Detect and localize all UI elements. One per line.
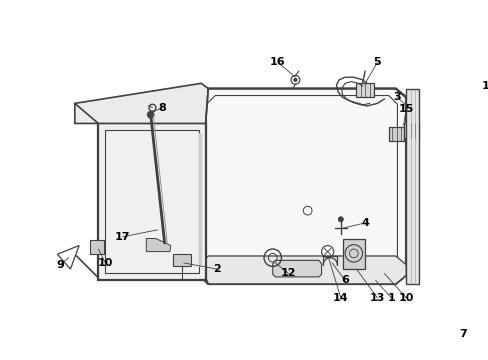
Polygon shape (406, 89, 418, 284)
Text: 13: 13 (369, 293, 385, 303)
Polygon shape (478, 108, 488, 123)
Text: 17: 17 (115, 232, 130, 242)
Circle shape (293, 78, 297, 82)
Text: 8: 8 (158, 103, 165, 113)
Text: 15: 15 (398, 104, 413, 114)
Polygon shape (89, 240, 103, 254)
Text: 6: 6 (341, 275, 348, 285)
Text: 5: 5 (373, 57, 381, 67)
Text: 7: 7 (458, 329, 466, 339)
Polygon shape (199, 256, 406, 284)
Polygon shape (75, 83, 208, 123)
Text: 10: 10 (98, 258, 113, 268)
Text: 1: 1 (386, 293, 394, 303)
Polygon shape (403, 123, 418, 138)
Text: 2: 2 (213, 264, 221, 274)
Text: 9: 9 (56, 260, 64, 270)
Circle shape (338, 217, 343, 222)
Polygon shape (272, 260, 321, 277)
Text: 11: 11 (480, 81, 488, 91)
Circle shape (147, 111, 154, 118)
Polygon shape (199, 89, 406, 284)
Polygon shape (388, 127, 404, 141)
Polygon shape (146, 239, 170, 252)
Text: 10: 10 (398, 293, 413, 303)
Text: 16: 16 (270, 57, 285, 67)
Polygon shape (173, 254, 190, 266)
Polygon shape (98, 123, 205, 280)
Text: 4: 4 (361, 218, 368, 228)
Text: 14: 14 (332, 293, 348, 303)
Text: 12: 12 (280, 269, 296, 278)
Polygon shape (356, 83, 373, 97)
Text: 3: 3 (393, 92, 401, 102)
Polygon shape (342, 239, 365, 269)
